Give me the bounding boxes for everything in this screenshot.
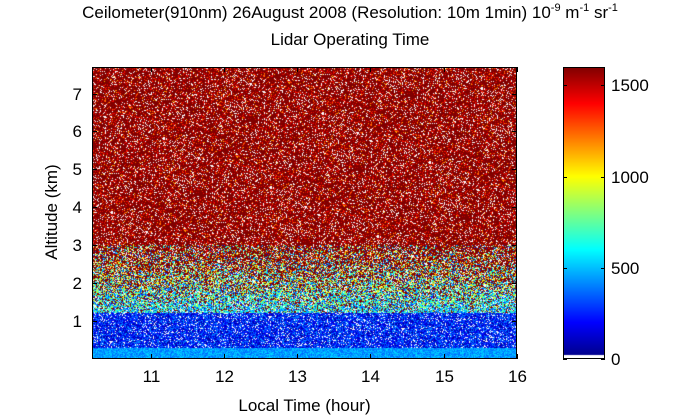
- y-tick-label: 4: [72, 197, 82, 217]
- colorbar-tick-label: 0: [611, 349, 621, 369]
- heatmap-plot: [92, 67, 517, 359]
- y-tick-label: 6: [72, 121, 82, 141]
- chart-title: Ceilometer(910nm) 26August 2008 (Resolut…: [0, 2, 700, 23]
- x-tick-label: 13: [288, 367, 307, 386]
- chart-title-mid: m: [560, 3, 580, 22]
- x-axis-label: Local Time (hour): [238, 396, 371, 415]
- x-tick-label: 14: [361, 367, 380, 386]
- y-tick-label: 5: [72, 159, 82, 179]
- y-tick-label: 7: [72, 84, 82, 104]
- chart-title-exp1: -9: [550, 2, 561, 14]
- x-tick-label: 12: [215, 367, 234, 386]
- plot-frame: [92, 67, 517, 359]
- chart-title-exp3: -1: [608, 2, 618, 14]
- x-tick-label: 11: [142, 367, 161, 386]
- y-tick-label: 3: [72, 235, 82, 255]
- y-tick-label: 2: [72, 273, 82, 293]
- x-tick-label: 16: [508, 367, 527, 386]
- chart-title-prefix: Ceilometer(910nm) 26August 2008 (Resolut…: [82, 3, 551, 22]
- colorbar-frame: [563, 67, 605, 359]
- y-tick-label: 1: [72, 311, 82, 331]
- chart-subtitle: Lidar Operating Time: [270, 30, 430, 49]
- x-tick-label: 15: [435, 367, 454, 386]
- colorbar-tick-label: 1500: [611, 75, 649, 95]
- colorbar-tick-label: 500: [611, 258, 640, 278]
- colorbar-tick-label: 1000: [611, 167, 649, 187]
- chart-title-exp2: -1: [579, 2, 590, 14]
- chart-title-mid2: sr: [589, 3, 609, 22]
- colorbar: [563, 67, 605, 359]
- y-axis-label: Altitude (km): [42, 164, 61, 260]
